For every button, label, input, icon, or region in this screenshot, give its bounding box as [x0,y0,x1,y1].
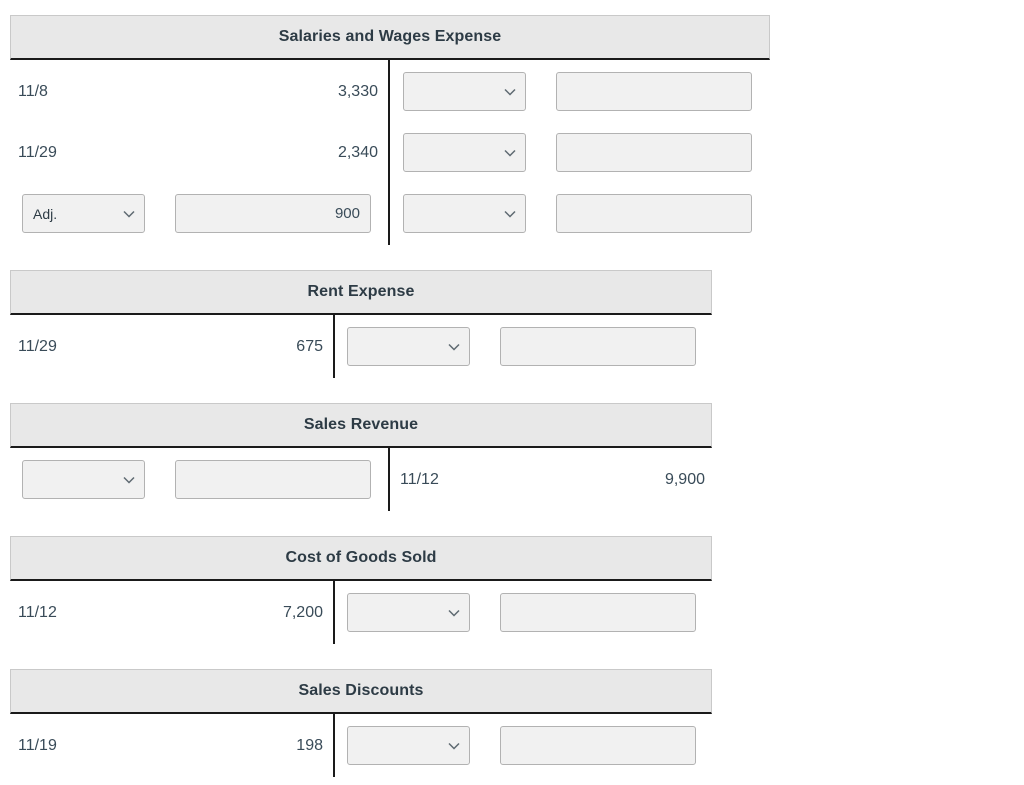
credit-entry-row [335,593,712,632]
credit-label-select[interactable] [347,593,470,632]
t-account-rent-expense: Rent Expense 11/29 675 [10,270,712,378]
account-body: 11/8 3,330 11/29 2,340 Adj. [10,60,770,245]
credit-amount-input[interactable] [556,72,752,111]
debit-entry-row: 11/29 2,340 [10,133,388,172]
credit-entry-row [335,327,712,366]
credit-entry-row: 11/12 9,900 [390,460,712,499]
account-title: Sales Revenue [303,416,419,433]
debit-entry-row: 11/12 7,200 [10,593,333,632]
account-body: 11/12 9,900 [10,448,712,511]
entry-date: 11/8 [18,82,48,100]
credit-label-select[interactable] [403,133,526,172]
debit-entry-row [10,460,388,499]
account-header: Sales Discounts [10,669,712,714]
debit-column [10,448,390,511]
credit-label-select[interactable] [403,72,526,111]
account-header: Rent Expense [10,270,712,315]
credit-column [335,315,712,378]
entry-date: 11/12 [18,603,57,621]
account-header: Cost of Goods Sold [10,536,712,581]
credit-label-select-wrap [403,133,526,172]
credit-entry-row [390,133,770,172]
credit-amount-input[interactable] [556,194,752,233]
account-header: Salaries and Wages Expense [10,15,770,60]
debit-amount-input[interactable] [175,194,371,233]
debit-entry-row: 11/8 3,330 [10,72,388,111]
debit-column: 11/12 7,200 [10,581,335,644]
debit-column: 11/29 675 [10,315,335,378]
account-title: Salaries and Wages Expense [278,28,502,45]
debit-column: 11/19 198 [10,714,335,777]
entry-amount: 675 [296,337,323,355]
credit-label-select-wrap [403,194,526,233]
credit-amount-input[interactable] [556,133,752,172]
t-account-cost-of-goods-sold: Cost of Goods Sold 11/12 7,200 [10,536,712,644]
credit-entry-row [390,72,770,111]
t-account-sales-discounts: Sales Discounts 11/19 198 [10,669,712,777]
debit-label-select[interactable] [22,460,145,499]
credit-label-select-wrap [347,327,470,366]
credit-label-select[interactable] [347,327,470,366]
entry-amount: 198 [296,736,323,754]
entry-date: 11/19 [18,736,57,754]
credit-column: 11/12 9,900 [390,448,712,511]
credit-amount-input[interactable] [500,327,696,366]
credit-column [390,60,770,245]
credit-label-select[interactable] [347,726,470,765]
debit-entry-row: 11/19 198 [10,726,333,765]
credit-column [335,714,712,777]
credit-label-select-wrap [347,726,470,765]
debit-column: 11/8 3,330 11/29 2,340 Adj. [10,60,390,245]
account-title: Cost of Goods Sold [285,549,437,566]
credit-column [335,581,712,644]
debit-label-select-wrap: Adj. [22,194,145,233]
entry-date: 11/29 [18,143,57,161]
entry-amount: 7,200 [282,603,323,621]
credit-amount-input[interactable] [500,593,696,632]
credit-amount-input[interactable] [500,726,696,765]
debit-label-select-wrap [22,460,145,499]
entry-date: 11/12 [400,470,439,488]
debit-entry-row: 11/29 675 [10,327,333,366]
account-header: Sales Revenue [10,403,712,448]
debit-amount-input[interactable] [175,460,371,499]
credit-entry-row [390,194,770,233]
credit-label-select-wrap [403,72,526,111]
account-title: Sales Discounts [298,682,424,699]
entry-date: 11/29 [18,337,57,355]
entry-amount: 2,340 [337,143,378,161]
credit-entry-row [335,726,712,765]
entry-amount: 3,330 [337,82,378,100]
account-body: 11/19 198 [10,714,712,777]
entry-amount: 9,900 [664,470,705,488]
account-body: 11/29 675 [10,315,712,378]
credit-label-select[interactable] [403,194,526,233]
debit-label-select[interactable]: Adj. [22,194,145,233]
debit-entry-row: Adj. [10,194,388,233]
t-account-salaries-and-wages-expense: Salaries and Wages Expense 11/8 3,330 11… [10,15,770,245]
account-body: 11/12 7,200 [10,581,712,644]
account-title: Rent Expense [307,283,415,300]
t-account-sales-revenue: Sales Revenue 11/ [10,403,712,511]
credit-label-select-wrap [347,593,470,632]
